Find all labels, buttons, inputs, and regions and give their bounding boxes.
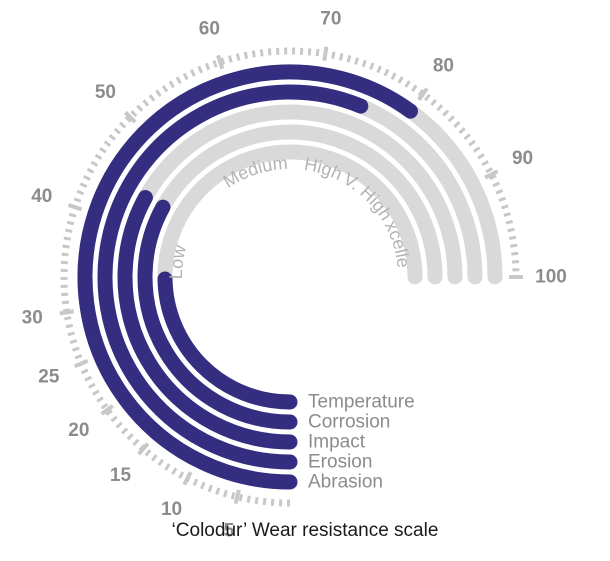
scale-dotted-arc (60, 47, 520, 507)
scale-tick-label-60: 60 (199, 18, 220, 39)
scale-tick-20 (100, 404, 115, 416)
band-label-medium: Medium (220, 153, 289, 192)
band-label-text-1: Medium (220, 153, 289, 192)
scale-tick-90 (484, 169, 499, 180)
scale-tick-label-100: 100 (535, 267, 567, 288)
scale-tick-50 (123, 110, 137, 124)
bar-erosion (97, 84, 369, 470)
scale-tick-40 (67, 203, 83, 212)
scale-tick-label-10: 10 (161, 499, 182, 520)
series-label-impact: Impact (308, 432, 366, 453)
scale-tick-label-70: 70 (320, 9, 341, 30)
scale-tick-label-30: 30 (22, 307, 43, 328)
series-label-temperature: Temperature (308, 392, 415, 413)
scale-tick-25 (73, 358, 89, 369)
scale-tick-label-40: 40 (31, 186, 52, 207)
scale-tick-label-15: 15 (110, 465, 132, 486)
bar-abrasion (77, 64, 418, 490)
scale-tick-5 (233, 489, 241, 505)
scale-tick-label-5: 5 (224, 520, 235, 541)
scale-tick-label-50: 50 (95, 82, 116, 103)
band-label-low: Low (166, 242, 190, 279)
band-label-text-0: Low (166, 242, 190, 279)
bar-impact (117, 190, 298, 450)
scale-tick-30 (59, 309, 75, 316)
scale-tick-10 (182, 471, 193, 486)
series-label-erosion: Erosion (308, 452, 372, 473)
bar-corrosion (137, 199, 298, 430)
chart-title: ‘Colodur’ Wear resistance scale (171, 520, 439, 541)
scale-tick-60 (216, 54, 225, 70)
scale-tick-80 (417, 87, 429, 102)
scale-tick-15 (137, 442, 150, 456)
scale-tick-70 (322, 46, 329, 62)
bar-temperature (157, 271, 298, 410)
scale-tick-label-25: 25 (38, 366, 60, 387)
scale-tick-label-20: 20 (68, 420, 89, 441)
scale-tick-label-80: 80 (433, 55, 454, 76)
scale-tick-label-90: 90 (512, 148, 533, 169)
series-label-abrasion: Abrasion (308, 472, 383, 493)
series-label-corrosion: Corrosion (308, 412, 390, 433)
